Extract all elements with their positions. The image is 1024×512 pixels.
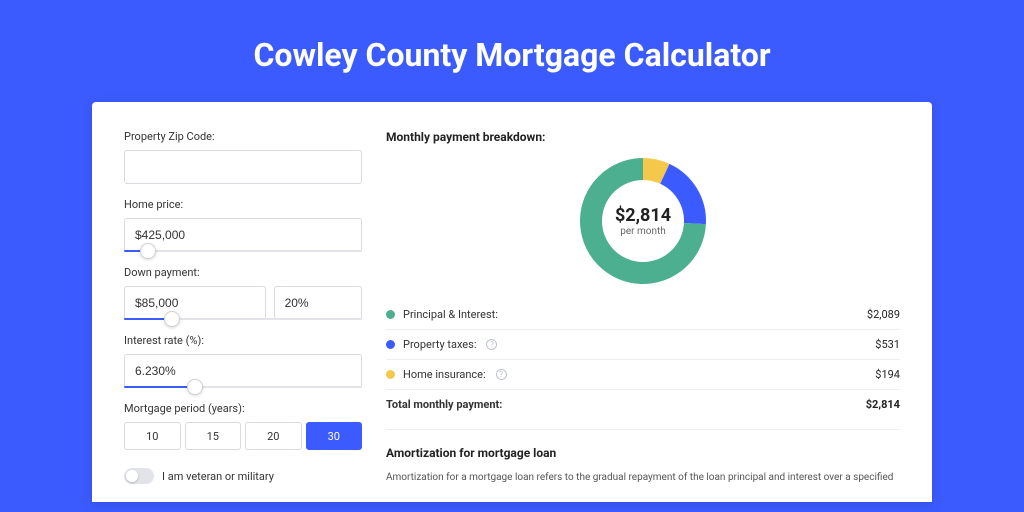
period-label: Mortgage period (years): [124, 402, 362, 415]
donut-wrap: $2,814 per month [386, 156, 900, 286]
home-price-field: Home price: [124, 198, 362, 252]
info-icon[interactable]: ? [486, 339, 497, 350]
legend-row: Principal & Interest: $2,089 [386, 300, 900, 330]
home-price-input[interactable] [124, 218, 362, 252]
period-field: Mortgage period (years): 10152030 [124, 402, 362, 450]
amortization-text: Amortization for a mortgage loan refers … [386, 470, 900, 485]
legend-dot [386, 310, 395, 319]
legend-total-row: Total monthly payment: $2,814 [386, 390, 900, 419]
donut-center: $2,814 per month [615, 205, 671, 237]
down-payment-label: Down payment: [124, 266, 362, 279]
period-button-10[interactable]: 10 [124, 422, 181, 450]
legend-total-value: $2,814 [866, 398, 900, 411]
home-price-slider[interactable] [124, 250, 362, 252]
period-button-20[interactable]: 20 [245, 422, 302, 450]
page-title: Cowley County Mortgage Calculator [0, 0, 1024, 102]
period-button-30[interactable]: 30 [306, 422, 363, 450]
legend-label: Principal & Interest: [403, 308, 498, 321]
legend-value: $531 [875, 338, 900, 351]
info-icon[interactable]: ? [496, 369, 507, 380]
legend-dot [386, 370, 395, 379]
legend-label: Property taxes: [403, 338, 476, 351]
breakdown-title: Monthly payment breakdown: [386, 130, 900, 144]
amortization-block: Amortization for mortgage loan Amortizat… [386, 429, 900, 485]
zip-field: Property Zip Code: [124, 130, 362, 184]
donut-chart: $2,814 per month [578, 156, 708, 286]
legend-value: $194 [875, 368, 900, 381]
form-column: Property Zip Code: Home price: Down paym… [124, 130, 362, 502]
interest-rate-field: Interest rate (%): [124, 334, 362, 388]
legend-row: Property taxes:? $531 [386, 330, 900, 360]
donut-amount: $2,814 [615, 205, 671, 226]
interest-rate-input[interactable] [124, 354, 362, 388]
veteran-toggle[interactable] [124, 468, 154, 484]
legend-row: Home insurance:? $194 [386, 360, 900, 390]
legend-value: $2,089 [867, 308, 900, 321]
veteran-label: I am veteran or military [162, 470, 274, 483]
breakdown-column: Monthly payment breakdown: $2,814 per mo… [386, 130, 900, 502]
down-payment-input[interactable] [124, 286, 266, 320]
interest-rate-slider[interactable] [124, 386, 362, 388]
down-payment-slider[interactable] [124, 318, 362, 320]
interest-rate-label: Interest rate (%): [124, 334, 362, 347]
period-button-15[interactable]: 15 [185, 422, 242, 450]
zip-label: Property Zip Code: [124, 130, 362, 143]
period-buttons: 10152030 [124, 422, 362, 450]
down-payment-field: Down payment: [124, 266, 362, 320]
home-price-label: Home price: [124, 198, 362, 211]
donut-sub: per month [615, 226, 671, 237]
legend-total-label: Total monthly payment: [386, 398, 502, 411]
amortization-title: Amortization for mortgage loan [386, 446, 900, 460]
zip-input[interactable] [124, 150, 362, 184]
down-payment-pct-input[interactable] [274, 286, 362, 320]
legend-label: Home insurance: [403, 368, 486, 381]
veteran-row: I am veteran or military [124, 468, 362, 484]
legend-dot [386, 340, 395, 349]
legend: Principal & Interest: $2,089 Property taxe… [386, 300, 900, 419]
calculator-card: Property Zip Code: Home price: Down paym… [92, 102, 932, 502]
